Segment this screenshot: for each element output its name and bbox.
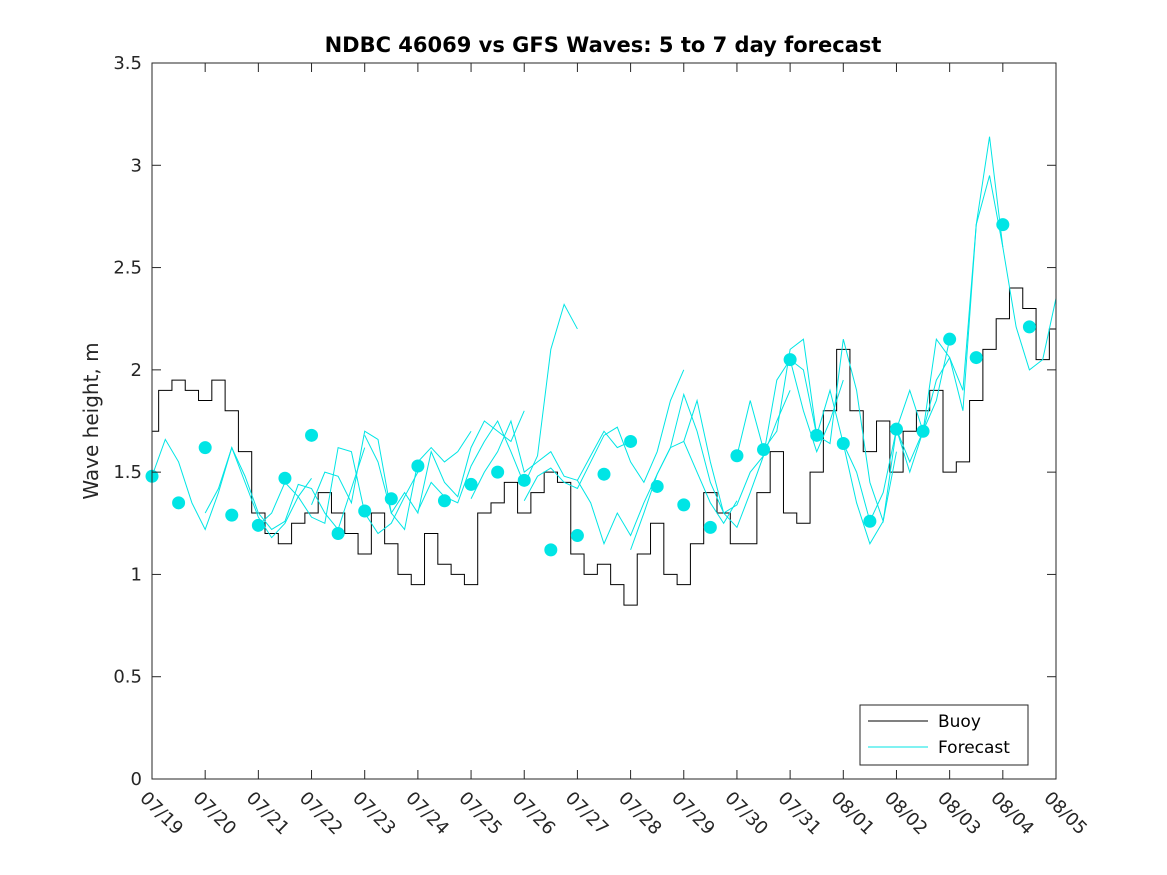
forecast-point	[278, 471, 292, 485]
forecast-point	[305, 428, 319, 442]
x-tick-label: 07/24	[401, 788, 453, 840]
forecast-point	[969, 351, 983, 365]
series-layer	[151, 136, 1057, 606]
forecast-point	[570, 529, 584, 543]
x-tick-label: 07/19	[135, 788, 187, 840]
forecast-point	[757, 443, 771, 457]
x-tick-label: 07/20	[189, 788, 241, 840]
forecast-point	[703, 520, 717, 534]
x-tick-label: 07/26	[508, 788, 560, 840]
marker-layer	[145, 218, 1036, 557]
forecast-point	[624, 434, 638, 448]
series-line-forecast-run-1	[151, 438, 312, 539]
x-tick-label: 07/21	[242, 788, 294, 840]
forecast-point	[597, 467, 611, 481]
x-tick-label: 07/25	[455, 788, 507, 840]
forecast-point	[889, 422, 903, 436]
series-line-forecast-run-15	[895, 136, 1057, 432]
forecast-point	[517, 473, 531, 487]
x-tick-label: 07/31	[774, 788, 826, 840]
y-axis: 0 0.5 1 1.5 2 2.5 3 3.5	[113, 53, 1056, 790]
y-tick-label: 3.5	[113, 53, 142, 74]
x-tick-label: 07/30	[720, 788, 772, 840]
forecast-point	[464, 477, 478, 491]
x-tick-label: 07/28	[614, 788, 666, 840]
series-line-buoy	[152, 287, 1056, 606]
legend-label-buoy: Buoy	[938, 712, 981, 732]
legend-box	[859, 704, 1029, 766]
forecast-point	[172, 496, 186, 510]
y-tick-label: 0	[131, 769, 142, 790]
series-line-forecast-run-8	[523, 369, 685, 502]
x-tick-label: 08/01	[827, 788, 879, 840]
forecast-point	[863, 514, 877, 528]
y-tick-label: 2.5	[113, 258, 142, 279]
forecast-point	[225, 508, 239, 522]
forecast-point	[916, 424, 930, 438]
forecast-point	[358, 504, 372, 518]
forecast-point	[384, 492, 398, 506]
forecast-point	[783, 353, 797, 367]
forecast-point	[650, 479, 664, 493]
forecast-point	[836, 437, 850, 451]
y-tick-label: 0.5	[113, 667, 142, 688]
legend: Buoy Forecast	[859, 704, 1029, 766]
series-line-forecast-run-5	[364, 410, 525, 515]
plot-area-frame	[151, 62, 1057, 780]
forecast-point	[677, 498, 691, 512]
forecast-point	[1022, 320, 1036, 334]
forecast-point	[251, 518, 265, 532]
forecast-point	[437, 494, 451, 508]
x-tick-label: 07/27	[561, 788, 613, 840]
y-tick-label: 2	[131, 360, 142, 381]
x-tick-label: 07/29	[667, 788, 719, 840]
forecast-point	[198, 441, 212, 455]
series-line-forecast-run-6	[417, 303, 578, 512]
chart-title: NDBC 46069 vs GFS Waves: 5 to 7 day fore…	[325, 33, 882, 57]
forecast-point	[411, 459, 425, 473]
forecast-point	[544, 543, 558, 557]
x-tick-label: 08/05	[1039, 788, 1091, 840]
forecast-point	[810, 428, 824, 442]
series-line-forecast-run-4	[311, 430, 472, 531]
y-tick-label: 3	[131, 155, 142, 176]
series-line-forecast-run-13	[789, 339, 951, 545]
forecast-point	[996, 218, 1010, 232]
forecast-point	[331, 527, 345, 541]
forecast-point	[730, 449, 744, 463]
forecast-point	[943, 332, 957, 346]
y-tick-label: 1	[131, 564, 142, 585]
forecast-point	[491, 465, 505, 479]
series-line-forecast-run-3	[258, 446, 419, 535]
series-line-forecast-run-14	[842, 175, 1004, 523]
x-tick-label: 07/23	[348, 788, 400, 840]
x-tick-label: 08/02	[880, 788, 932, 840]
x-tick-label: 08/04	[986, 788, 1038, 840]
legend-label-forecast: Forecast	[938, 738, 1010, 758]
y-tick-label: 1.5	[113, 462, 142, 483]
x-tick-label: 07/22	[295, 788, 347, 840]
y-axis-label: Wave height, m	[79, 342, 103, 499]
x-tick-label: 08/03	[933, 788, 985, 840]
series-line-forecast-run-7	[470, 419, 631, 499]
